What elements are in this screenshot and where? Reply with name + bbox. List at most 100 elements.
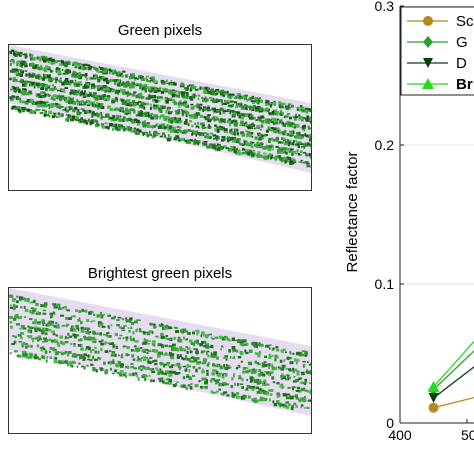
pixel-speck <box>190 360 194 363</box>
pixel-speck <box>131 119 135 123</box>
pixel-speck <box>142 367 146 370</box>
pixel-speck <box>237 138 241 141</box>
pixel-speck <box>80 108 85 110</box>
pixel-speck <box>292 369 295 374</box>
pixel-speck <box>111 100 115 104</box>
pixel-speck <box>79 93 82 97</box>
pixel-speck <box>222 375 224 379</box>
pixel-speck <box>114 332 118 337</box>
pixel-speck <box>16 106 19 109</box>
pixel-speck <box>304 380 307 384</box>
y-tick-label: 0.3 <box>375 0 395 14</box>
pixel-speck <box>192 331 195 335</box>
pixel-speck <box>55 106 58 108</box>
pixel-speck <box>232 131 236 135</box>
pixel-speck <box>209 379 213 383</box>
pixel-speck <box>176 363 180 367</box>
pixel-speck <box>250 132 254 135</box>
pixel-speck <box>12 317 17 321</box>
pixel-speck <box>20 306 23 309</box>
pixel-speck <box>166 124 169 128</box>
pixel-speck <box>250 100 255 103</box>
pixel-speck <box>243 107 247 110</box>
pixel-speck <box>153 116 156 119</box>
pixel-speck <box>238 113 241 116</box>
pixel-speck <box>251 124 256 127</box>
pixel-speck <box>22 53 26 56</box>
pixel-speck <box>48 324 52 327</box>
pixel-speck <box>33 299 36 303</box>
pixel-speck <box>87 358 90 361</box>
pixel-speck <box>243 367 247 370</box>
pixel-speck <box>292 367 295 371</box>
brightest-green-pixels-panel <box>8 287 312 434</box>
brightest-green-pixels-title: Brightest green pixels <box>87 265 233 282</box>
pixel-speck <box>186 139 190 143</box>
pixel-speck <box>184 130 188 133</box>
pixel-speck <box>182 376 186 380</box>
pixel-speck <box>39 64 43 68</box>
pixel-speck <box>208 143 212 146</box>
pixel-speck <box>244 96 247 100</box>
pixel-speck <box>184 96 188 99</box>
pixel-speck <box>47 84 51 87</box>
pixel-speck <box>245 370 249 373</box>
pixel-speck <box>288 130 293 133</box>
pixel-speck <box>91 336 96 340</box>
pixel-speck <box>282 159 286 162</box>
pixel-speck <box>307 361 309 364</box>
pixel-speck <box>130 362 134 366</box>
pixel-speck <box>103 116 107 119</box>
pixel-speck <box>98 340 103 343</box>
pixel-speck <box>113 117 118 120</box>
pixel-speck <box>86 355 88 357</box>
pixel-speck <box>106 335 110 338</box>
pixel-speck <box>222 393 225 396</box>
pixel-speck <box>295 116 299 118</box>
pixel-speck <box>137 356 139 359</box>
pixel-speck <box>163 105 167 109</box>
pixel-speck <box>141 77 144 81</box>
pixel-speck <box>132 82 136 85</box>
pixel-speck <box>183 95 186 99</box>
pixel-speck <box>104 350 109 353</box>
pixel-speck <box>213 351 217 354</box>
pixel-speck <box>94 351 97 353</box>
pixel-speck <box>247 150 250 155</box>
pixel-speck <box>180 384 184 388</box>
pixel-speck <box>129 335 132 340</box>
pixel-speck <box>186 357 188 361</box>
pixel-speck <box>45 359 48 363</box>
pixel-speck <box>154 117 158 120</box>
legend-label: D <box>456 55 467 72</box>
pixel-speck <box>237 151 242 156</box>
pixel-speck <box>190 114 194 117</box>
pixel-speck <box>142 124 147 128</box>
pixel-speck <box>20 332 24 335</box>
pixel-speck <box>283 151 285 154</box>
pixel-speck <box>220 118 223 122</box>
pixel-speck <box>292 380 297 383</box>
pixel-speck <box>204 109 207 111</box>
pixel-speck <box>24 80 28 83</box>
pixel-speck <box>211 391 214 394</box>
pixel-speck <box>23 327 27 330</box>
pixel-speck <box>221 102 223 106</box>
pixel-speck <box>80 326 84 330</box>
pixel-speck <box>211 117 215 120</box>
pixel-speck <box>302 117 305 120</box>
pixel-speck <box>150 379 153 383</box>
pixel-speck <box>245 107 248 110</box>
pixel-speck <box>116 319 120 322</box>
pixel-speck <box>64 63 68 66</box>
pixel-speck <box>109 123 113 126</box>
pixel-speck <box>91 111 94 115</box>
pixel-speck <box>15 73 19 77</box>
pixel-speck <box>50 97 54 100</box>
pixel-speck <box>129 103 133 107</box>
pixel-speck <box>62 72 66 75</box>
pixel-speck <box>27 356 32 359</box>
pixel-speck <box>46 339 51 342</box>
pixel-speck <box>148 125 152 128</box>
pixel-speck <box>25 345 28 349</box>
